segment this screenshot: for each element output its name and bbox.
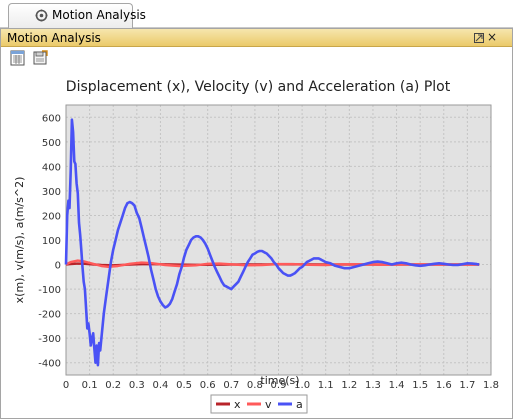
- x-tick-label: 0.4: [152, 380, 168, 391]
- y-tick-label: -100: [38, 285, 61, 296]
- y-tick-label: 100: [42, 236, 61, 247]
- x-tick-label: 0.8: [247, 380, 263, 391]
- save-plot-button[interactable]: [32, 50, 48, 66]
- x-tick-label: 0.3: [129, 380, 145, 391]
- x-tick-label: 0.1: [82, 380, 98, 391]
- x-tick-label: 1.6: [436, 380, 452, 391]
- x-tick-label: 1.7: [459, 380, 475, 391]
- x-tick-label: 0: [63, 380, 69, 391]
- x-tick-label: 0.6: [200, 380, 216, 391]
- legend-label: a: [296, 398, 303, 411]
- y-tick-label: 300: [42, 187, 61, 198]
- y-tick-label: 600: [42, 113, 61, 124]
- save-icon: [33, 50, 48, 65]
- series-line-a: [64, 118, 480, 367]
- motion-analysis-panel: Motion Analysis × Displacement (x), Ve: [0, 28, 513, 419]
- y-tick-label: 500: [42, 138, 61, 149]
- x-tick-label: 0.9: [271, 380, 287, 391]
- tab-motion-analysis[interactable]: Motion Analysis: [8, 3, 146, 28]
- y-tick-label: 200: [42, 211, 61, 222]
- export-csv-button[interactable]: [10, 50, 26, 66]
- x-tick-label: 1.2: [341, 380, 357, 391]
- x-tick-label: 1.3: [365, 380, 381, 391]
- panel-titlebar: Motion Analysis ×: [1, 29, 512, 47]
- close-button[interactable]: ×: [487, 30, 498, 44]
- y-tick-label: 0: [55, 261, 61, 272]
- x-tick-label: 1.8: [483, 380, 499, 391]
- y-tick-label: 400: [42, 162, 61, 173]
- x-tick-label: 0.2: [105, 380, 121, 391]
- tab-label: Motion Analysis: [52, 8, 146, 22]
- tab-strip: Motion Analysis: [0, 0, 513, 28]
- series-layer: [64, 118, 480, 367]
- y-tick-label: -300: [38, 334, 61, 345]
- motion-analysis-icon: [35, 9, 48, 22]
- legend-label: x: [234, 398, 241, 411]
- restore-icon[interactable]: [474, 33, 484, 43]
- x-tick-label: 1.5: [412, 380, 428, 391]
- y-axis-label: x(m), v(m/s), a(m/s^2): [13, 177, 26, 304]
- x-tick-label: 0.5: [176, 380, 192, 391]
- x-axis-label: time(s): [260, 374, 299, 387]
- y-tick-label: -400: [38, 359, 61, 370]
- x-tick-label: 1.4: [389, 380, 405, 391]
- chart-title: Displacement (x), Velocity (v) and Accel…: [66, 79, 451, 95]
- y-tick-label: -200: [38, 310, 61, 321]
- csv-export-icon: [10, 50, 25, 66]
- x-tick-label: 0.7: [223, 380, 239, 391]
- legend-label: v: [265, 398, 272, 411]
- motion-chart: Displacement (x), Velocity (v) and Accel…: [1, 69, 512, 418]
- x-tick-label: 1.0: [294, 380, 310, 391]
- panel-title: Motion Analysis: [7, 31, 101, 45]
- toolbar: [1, 47, 512, 69]
- x-tick-label: 1.1: [318, 380, 334, 391]
